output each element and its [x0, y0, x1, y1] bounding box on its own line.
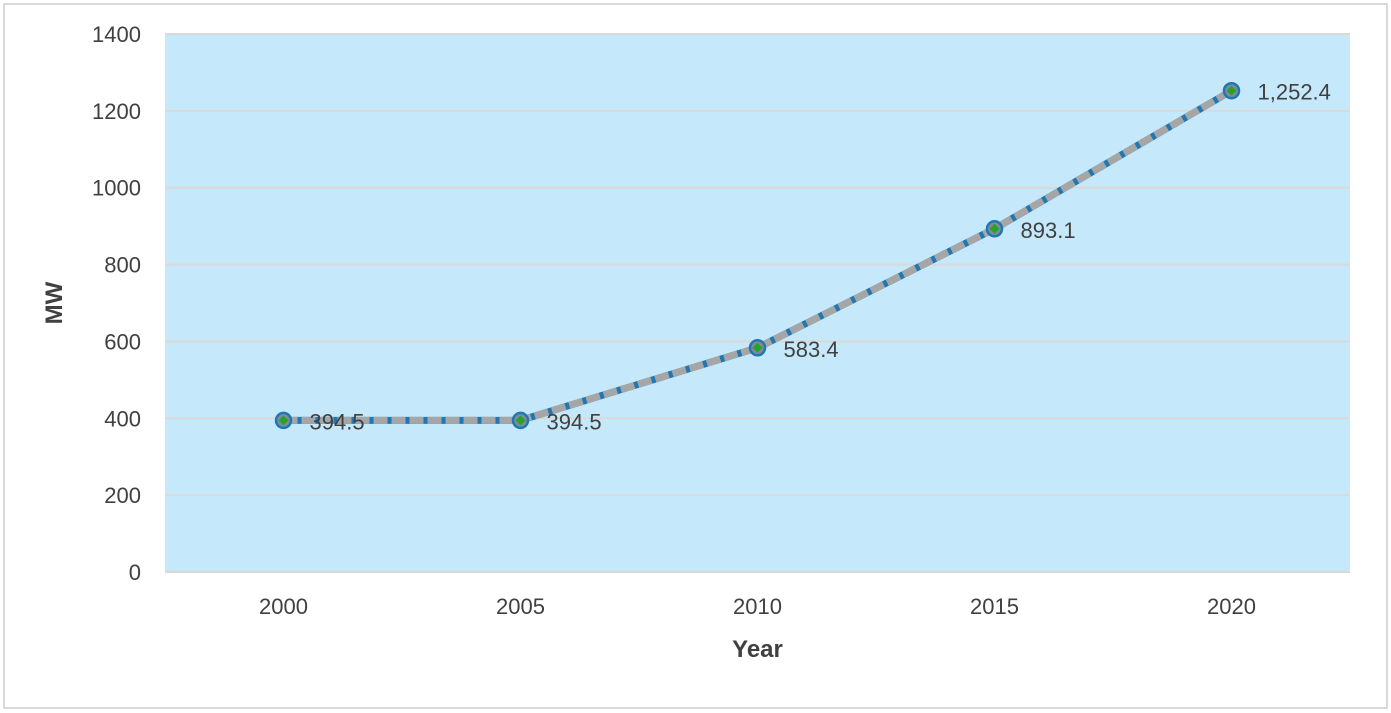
gridlines	[165, 33, 1350, 573]
x-tick-label: 2005	[496, 594, 545, 619]
y-tick-label: 1000	[92, 176, 141, 201]
data-label: 394.5	[547, 409, 602, 434]
data-label: 893.1	[1021, 218, 1076, 243]
y-tick-label: 1200	[92, 99, 141, 124]
data-labels: 394.5 394.5 583.4 893.1 1,252.4	[310, 80, 1331, 435]
marker-diamond	[515, 415, 526, 426]
y-tick-label: 600	[104, 329, 141, 354]
y-tick-label: 400	[104, 406, 141, 431]
y-tick-label: 200	[104, 483, 141, 508]
y-axis-title: MW	[41, 281, 68, 324]
data-point	[511, 411, 530, 430]
data-label: 1,252.4	[1258, 80, 1331, 105]
data-point	[985, 220, 1004, 238]
x-tick-label: 2015	[970, 594, 1019, 619]
marker-diamond	[752, 342, 763, 353]
data-label: 394.5	[310, 409, 365, 434]
x-tick-label: 2020	[1207, 594, 1256, 619]
x-tick-label: 2000	[259, 594, 308, 619]
y-tick-label: 0	[129, 560, 141, 585]
data-label: 583.4	[784, 337, 839, 362]
marker-diamond	[989, 223, 1000, 234]
x-tick-label: 2010	[733, 594, 782, 619]
y-tick-label: 800	[104, 253, 141, 278]
marker-diamond	[1226, 85, 1237, 96]
data-points	[274, 81, 1241, 430]
data-point	[1222, 81, 1241, 100]
series-line-dash	[283, 87, 1234, 424]
data-point	[748, 339, 767, 357]
x-axis-title: Year	[732, 636, 783, 663]
plot-area	[165, 34, 1350, 572]
y-axis-ticks: 0 200 400 600 800 1000 1200 1400	[92, 22, 141, 585]
x-axis-ticks: 2000 2005 2010 2015 2020	[259, 594, 1256, 619]
marker-diamond	[278, 415, 289, 426]
data-point	[274, 411, 293, 430]
y-tick-label: 1400	[92, 22, 141, 47]
